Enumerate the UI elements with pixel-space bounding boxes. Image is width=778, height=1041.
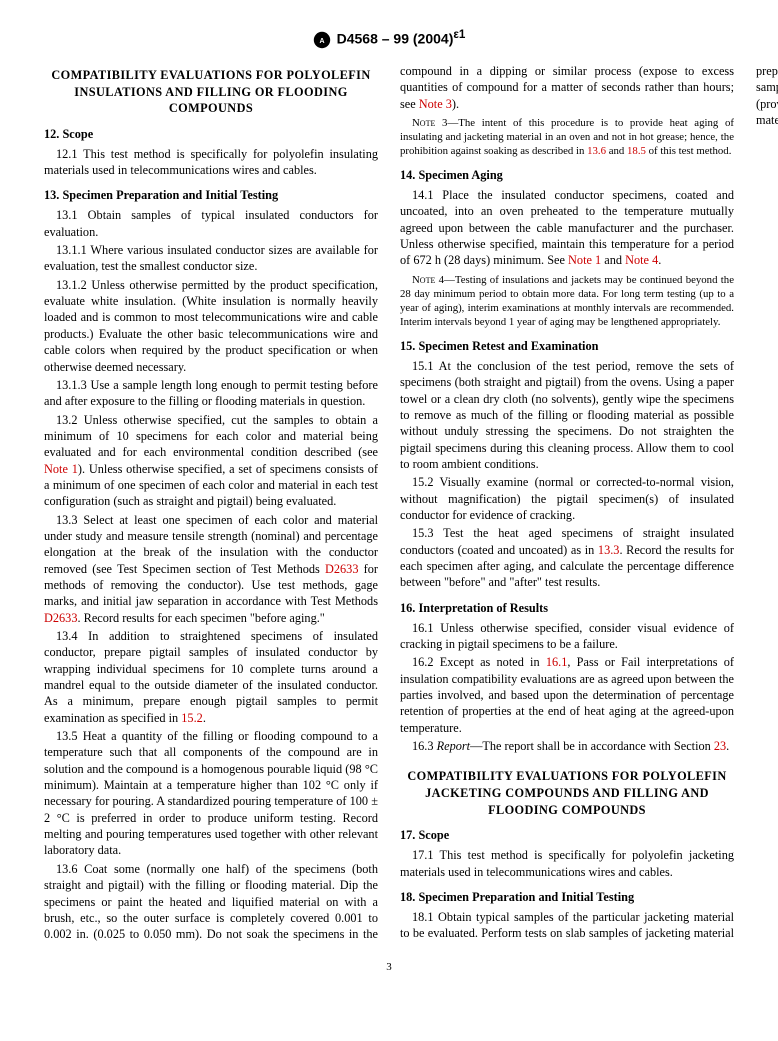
designation: D4568 – 99 (2004) <box>337 31 454 47</box>
para-13-4: 13.4 In addition to straightened specime… <box>44 628 378 726</box>
para-13-1-2: 13.1.2 Unless otherwise permitted by the… <box>44 277 378 375</box>
para-15-3: 15.3 Test the heat aged specimens of str… <box>400 525 734 590</box>
note-3: Note 3—The intent of this procedure is t… <box>400 116 734 158</box>
para-12-1: 12.1 This test method is specifically fo… <box>44 146 378 179</box>
heading-15: 15. Specimen Retest and Examination <box>400 339 734 354</box>
ref-note3[interactable]: Note 3 <box>419 97 452 111</box>
para-13-2: 13.2 Unless otherwise specified, cut the… <box>44 412 378 510</box>
heading-18: 18. Specimen Preparation and Initial Tes… <box>400 890 734 905</box>
ref-16-1[interactable]: 16.1 <box>546 655 568 669</box>
ref-13-6[interactable]: 13.6 <box>587 145 606 157</box>
ref-23[interactable]: 23 <box>714 739 726 753</box>
para-15-2: 15.2 Visually examine (normal or correct… <box>400 474 734 523</box>
note4-lead: Note 4— <box>412 274 455 286</box>
ref-note1-b[interactable]: Note 1 <box>568 253 601 267</box>
report-italic: Report <box>437 739 470 753</box>
para-16-1: 16.1 Unless otherwise specified, conside… <box>400 620 734 653</box>
body-columns: COMPATIBILITY EVALUATIONS FOR POLYOLEFIN… <box>44 63 734 947</box>
heading-13: 13. Specimen Preparation and Initial Tes… <box>44 188 378 203</box>
para-13-5: 13.5 Heat a quantity of the filling or f… <box>44 728 378 859</box>
para-13-1-1: 13.1.1 Where various insulated conductor… <box>44 242 378 275</box>
heading-17: 17. Scope <box>400 828 734 843</box>
page-number: 3 <box>44 961 734 973</box>
ref-note1[interactable]: Note 1 <box>44 462 78 476</box>
heading-14: 14. Specimen Aging <box>400 168 734 183</box>
ref-d2633-a[interactable]: D2633 <box>325 562 358 576</box>
doc-header: A D4568 – 99 (2004)ε1 <box>44 28 734 49</box>
ref-15-2[interactable]: 15.2 <box>181 711 203 725</box>
block-title-1: COMPATIBILITY EVALUATIONS FOR POLYOLEFIN… <box>44 67 378 117</box>
ref-note4[interactable]: Note 4 <box>625 253 658 267</box>
para-16-3: 16.3 Report—The report shall be in accor… <box>400 738 734 754</box>
note-4: Note 4—Testing of insulations and jacket… <box>400 273 734 329</box>
block-title-2: COMPATIBILITY EVALUATIONS FOR POLYOLEFIN… <box>400 768 734 818</box>
astm-logo-icon: A <box>313 31 331 49</box>
ref-18-5[interactable]: 18.5 <box>627 145 646 157</box>
svg-text:A: A <box>319 38 324 45</box>
ref-13-3[interactable]: 13.3 <box>598 543 620 557</box>
para-13-1-3: 13.1.3 Use a sample length long enough t… <box>44 377 378 410</box>
para-14-1: 14.1 Place the insulated conductor speci… <box>400 187 734 269</box>
para-17-1: 17.1 This test method is specifically fo… <box>400 847 734 880</box>
page: A D4568 – 99 (2004)ε1 COMPATIBILITY EVALU… <box>0 0 778 1013</box>
ref-d2633-b[interactable]: D2633 <box>44 611 77 625</box>
para-15-1: 15.1 At the conclusion of the test perio… <box>400 358 734 472</box>
para-16-2: 16.2 Except as noted in 16.1, Pass or Fa… <box>400 654 734 736</box>
note3-lead: Note 3— <box>412 117 458 129</box>
para-13-3: 13.3 Select at least one specimen of eac… <box>44 512 378 626</box>
para-13-1: 13.1 Obtain samples of typical insulated… <box>44 207 378 240</box>
heading-12: 12. Scope <box>44 127 378 142</box>
heading-16: 16. Interpretation of Results <box>400 601 734 616</box>
designation-superscript: ε1 <box>453 28 465 41</box>
